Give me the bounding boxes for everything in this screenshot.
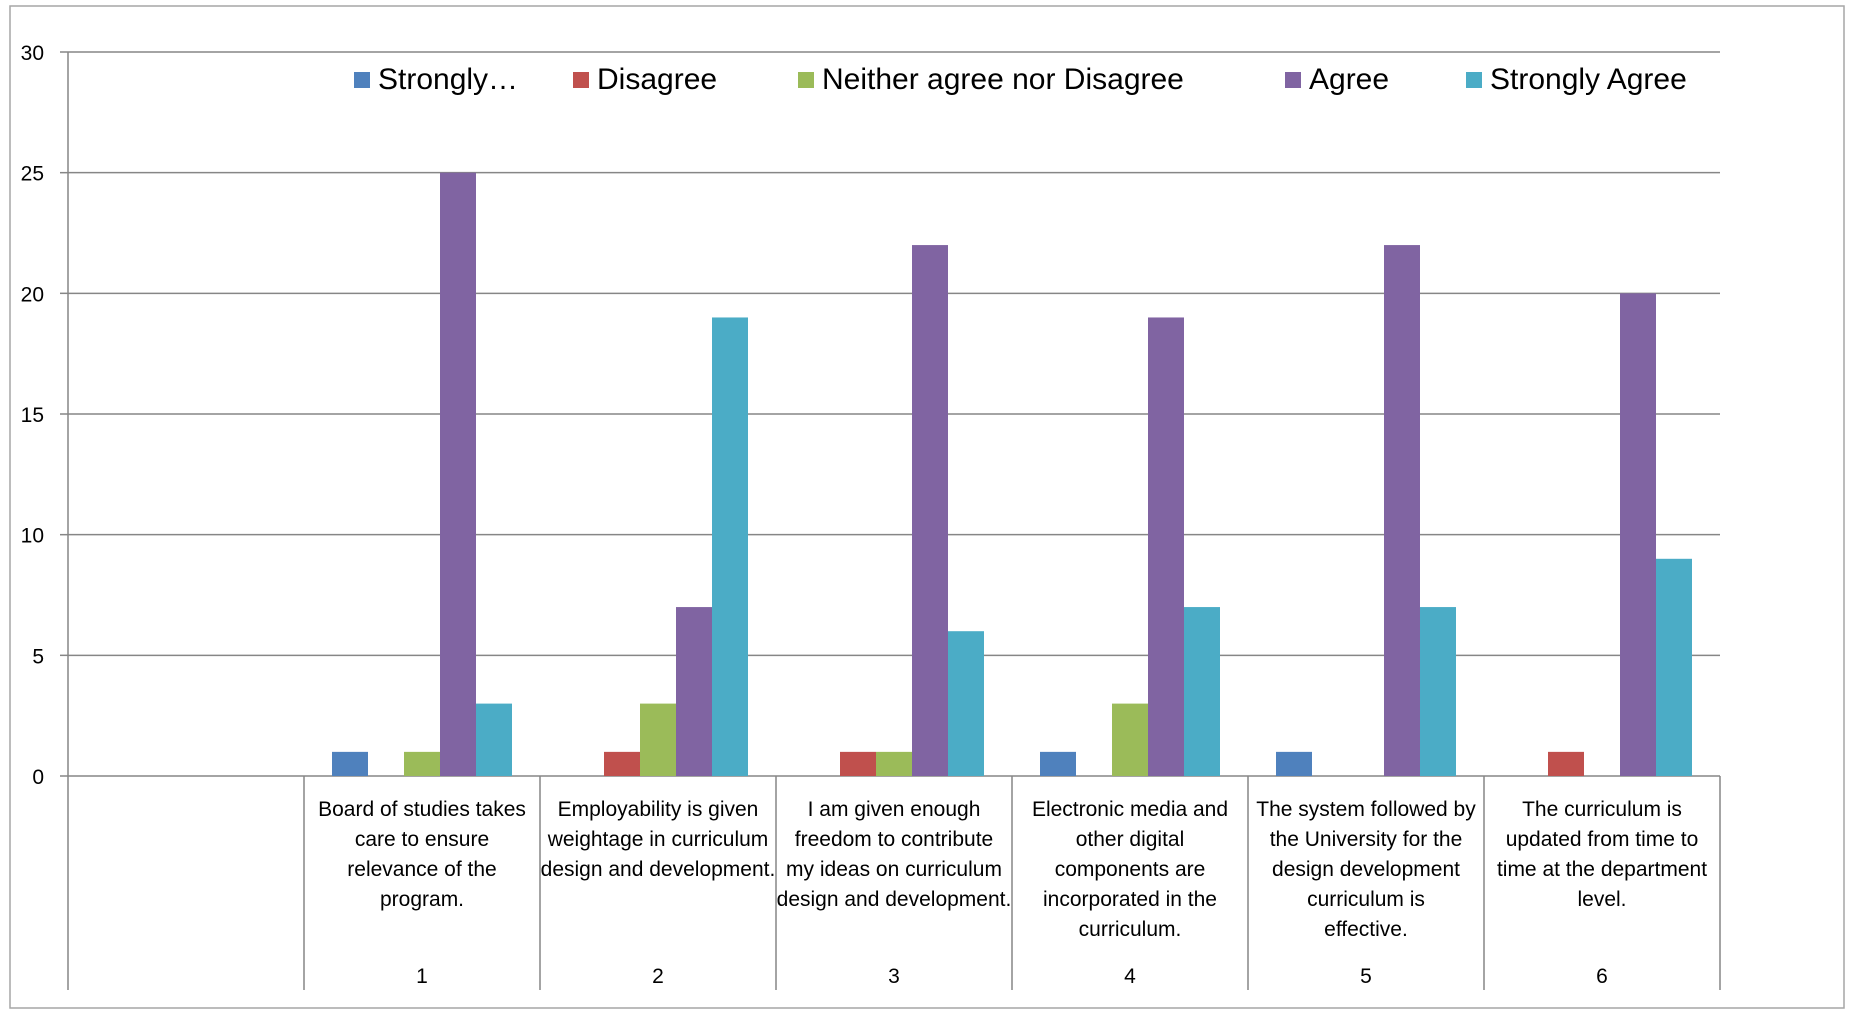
category-label: The curriculum is updated from time to tim…	[1497, 798, 1707, 911]
bar	[840, 751, 876, 776]
bar	[1656, 558, 1692, 776]
y-tick-label: 5	[32, 645, 44, 668]
y-tick-label: 20	[21, 283, 44, 306]
x-tick-label: 6	[1596, 965, 1608, 988]
category-label: Board of studies takes care to ensure rele…	[318, 798, 526, 911]
bar	[712, 317, 748, 776]
bar	[1420, 607, 1456, 776]
y-tick-label: 10	[21, 525, 44, 548]
x-tick-label: 2	[652, 965, 664, 988]
legend-label: Strongly Agree	[1490, 63, 1687, 96]
bar	[332, 751, 368, 776]
legend-swatch	[573, 72, 589, 88]
bar	[1040, 751, 1076, 776]
bar	[1548, 751, 1584, 776]
bar	[440, 172, 476, 776]
legend-label: Disagree	[597, 63, 717, 96]
bar	[676, 607, 712, 776]
bar	[476, 703, 512, 776]
legend-swatch	[798, 72, 814, 88]
category-label: The system followed by the University for…	[1256, 798, 1476, 941]
bar	[1112, 703, 1148, 776]
bar	[1620, 293, 1656, 776]
category-label: Electronic media and other digital compone…	[1032, 798, 1228, 941]
y-tick-label: 0	[32, 766, 44, 789]
bar	[876, 751, 912, 776]
legend-label: Strongly…	[378, 63, 518, 96]
y-tick-label: 25	[21, 163, 44, 186]
bar	[1276, 751, 1312, 776]
x-tick-label: 1	[416, 965, 428, 988]
legend-label: Agree	[1309, 63, 1389, 96]
legend-swatch	[1285, 72, 1301, 88]
bar	[1384, 245, 1420, 777]
y-tick-label: 15	[21, 404, 44, 427]
bar	[404, 751, 440, 776]
bar	[912, 245, 948, 777]
x-tick-label: 5	[1360, 965, 1372, 988]
bar	[1184, 607, 1220, 776]
bar	[640, 703, 676, 776]
legend-swatch	[354, 72, 370, 88]
x-tick-label: 3	[888, 965, 900, 988]
legend-swatch	[1466, 72, 1482, 88]
category-label: Employability is given weightage in curri…	[541, 798, 776, 881]
legend-label: Neither agree nor Disagree	[822, 63, 1184, 96]
category-label: I am given enough freedom to contribute my…	[777, 798, 1012, 911]
chart-border	[9, 5, 1845, 1009]
y-tick-label: 30	[21, 42, 44, 65]
bar	[1148, 317, 1184, 776]
bar	[948, 631, 984, 776]
bar	[604, 751, 640, 776]
x-tick-label: 4	[1124, 965, 1136, 988]
